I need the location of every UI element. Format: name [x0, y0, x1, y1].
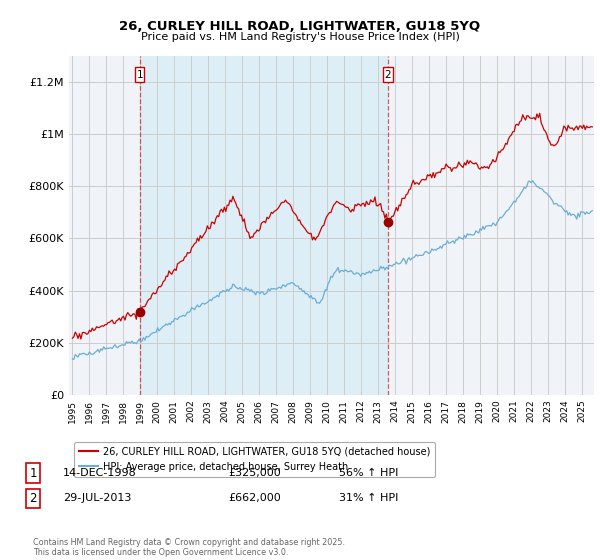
Text: 26, CURLEY HILL ROAD, LIGHTWATER, GU18 5YQ: 26, CURLEY HILL ROAD, LIGHTWATER, GU18 5…: [119, 20, 481, 32]
Text: Contains HM Land Registry data © Crown copyright and database right 2025.
This d: Contains HM Land Registry data © Crown c…: [33, 538, 345, 557]
FancyBboxPatch shape: [383, 67, 392, 82]
Text: 1: 1: [29, 466, 37, 480]
Text: 1: 1: [136, 69, 143, 80]
Bar: [140, 56, 388, 395]
Text: £662,000: £662,000: [228, 493, 281, 503]
Text: Price paid vs. HM Land Registry's House Price Index (HPI): Price paid vs. HM Land Registry's House …: [140, 32, 460, 42]
Text: 2: 2: [29, 492, 37, 505]
Text: 56% ↑ HPI: 56% ↑ HPI: [339, 468, 398, 478]
Text: 14-DEC-1998: 14-DEC-1998: [63, 468, 137, 478]
Text: £325,000: £325,000: [228, 468, 281, 478]
Legend: 26, CURLEY HILL ROAD, LIGHTWATER, GU18 5YQ (detached house), HPI: Average price,: 26, CURLEY HILL ROAD, LIGHTWATER, GU18 5…: [74, 442, 435, 477]
Text: 31% ↑ HPI: 31% ↑ HPI: [339, 493, 398, 503]
FancyBboxPatch shape: [135, 67, 145, 82]
Text: 2: 2: [385, 69, 391, 80]
Text: 29-JUL-2013: 29-JUL-2013: [63, 493, 131, 503]
